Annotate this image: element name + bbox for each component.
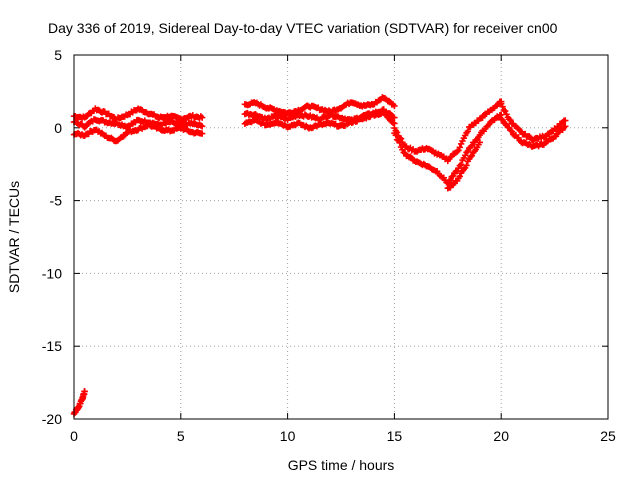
- plot-frame: [73, 54, 609, 420]
- y-axis-label: SDTVAR / TECUs: [6, 181, 22, 293]
- data-point: [502, 107, 509, 115]
- data-point: [391, 102, 398, 110]
- data-point: [81, 388, 88, 395]
- data-point: [198, 114, 206, 121]
- y-tick-label: -20: [42, 411, 62, 427]
- data-point: [457, 161, 465, 168]
- y-tick-label: 0: [54, 120, 62, 136]
- y-tick-label: -5: [50, 193, 63, 209]
- y-tick-label: -15: [42, 338, 62, 354]
- data-point: [463, 162, 470, 169]
- data-point: [507, 117, 514, 124]
- data-point: [198, 123, 206, 130]
- data-point: [499, 103, 506, 110]
- data-point: [392, 132, 399, 139]
- chart-title: Day 336 of 2019, Sidereal Day-to-day VTE…: [48, 20, 558, 36]
- data-point: [198, 130, 206, 137]
- x-tick-label: 15: [387, 428, 403, 444]
- data-point: [396, 139, 403, 146]
- data-points: [70, 94, 569, 418]
- data-point: [468, 142, 476, 149]
- data-point: [562, 117, 569, 124]
- y-tick-label: -10: [42, 265, 62, 281]
- axis-ticks: 0 5 10 15 20 25 5 0 -5 -10 -15 -20: [42, 47, 616, 444]
- data-point: [562, 123, 569, 130]
- data-point: [456, 173, 464, 180]
- x-tick-label: 10: [280, 428, 296, 444]
- x-tick-label: 25: [600, 428, 616, 444]
- x-tick-label: 0: [70, 428, 78, 444]
- x-tick-label: 5: [177, 428, 185, 444]
- data-point: [464, 128, 472, 135]
- y-tick-label: 5: [54, 47, 62, 63]
- x-tick-label: 20: [493, 428, 509, 444]
- data-point: [447, 176, 454, 184]
- data-point: [476, 139, 484, 146]
- data-point: [456, 144, 464, 151]
- x-axis-label: GPS time / hours: [288, 457, 395, 473]
- data-point: [391, 114, 398, 121]
